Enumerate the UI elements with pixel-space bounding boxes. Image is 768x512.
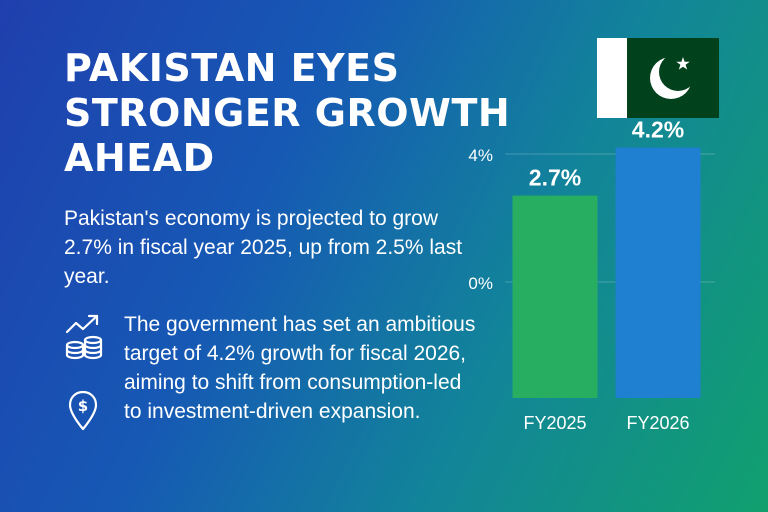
bar-value-label: 2.7% <box>529 165 581 191</box>
bar-value-label: 4.2% <box>632 117 684 143</box>
key-point-text: The government has set an ambitious targ… <box>124 313 476 423</box>
y-tick-label: 4% <box>468 146 493 165</box>
bar <box>615 147 701 398</box>
intro-text: Pakistan's economy is projected to grow … <box>64 207 463 288</box>
pakistan-flag-icon <box>597 38 719 118</box>
dollar-location-pin-icon: $ <box>68 390 98 431</box>
category-label: FY2025 <box>523 413 586 433</box>
category-label: FY2026 <box>626 413 689 433</box>
growth-chart-coins-icon <box>65 314 103 360</box>
y-tick-label: 0% <box>468 274 493 293</box>
bar <box>512 195 598 398</box>
headline: PAKISTAN EYES STRONGER GROWTH AHEAD <box>64 46 511 180</box>
svg-text:$: $ <box>78 397 88 415</box>
